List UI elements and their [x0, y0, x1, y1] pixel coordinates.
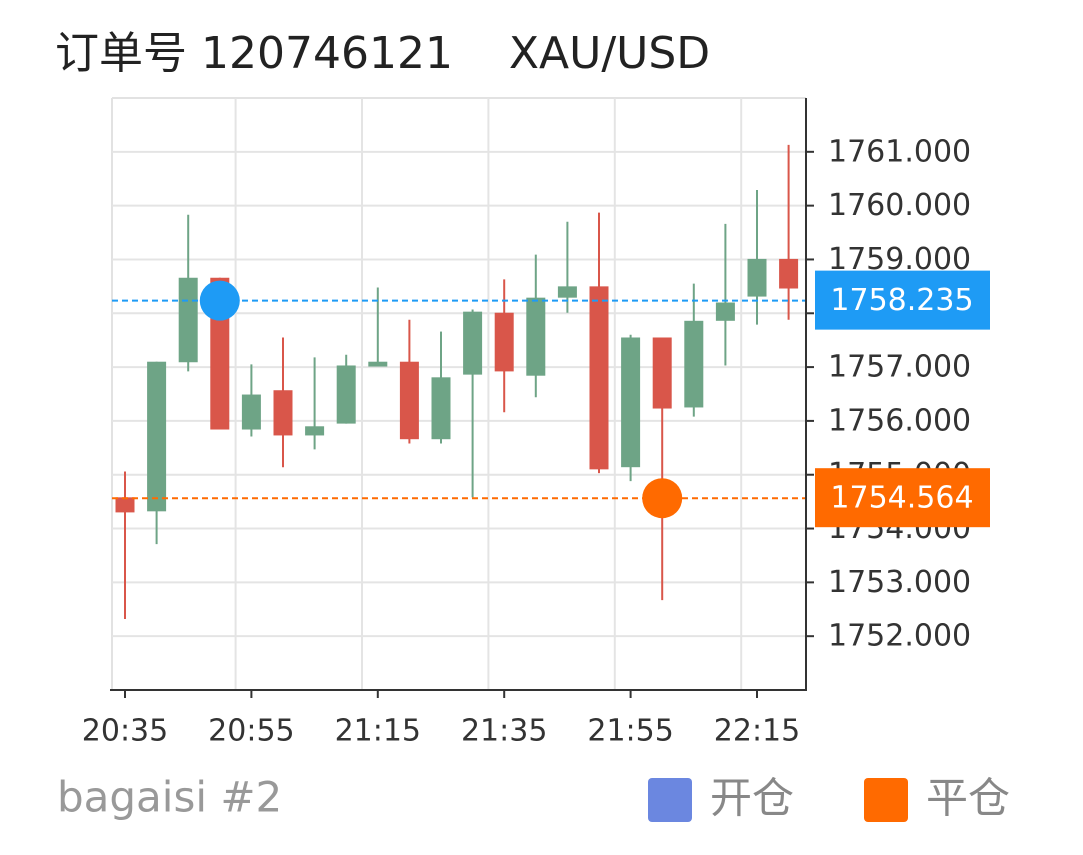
y-tick-label: 1756.000 [828, 403, 971, 438]
x-tick-label: 20:35 [82, 714, 168, 749]
trade-marker [642, 478, 683, 519]
x-tick-label: 21:15 [335, 714, 421, 749]
candle-body [494, 312, 514, 372]
legend-label: 平仓 [926, 774, 1010, 823]
y-tick-label: 1757.000 [828, 350, 971, 385]
y-tick-label: 1761.000 [828, 134, 971, 169]
y-tick-label: 1760.000 [828, 188, 971, 223]
x-tick-label: 21:35 [461, 714, 547, 749]
trade-marker [199, 280, 240, 321]
price-label-box [815, 270, 990, 330]
candle-body [463, 311, 483, 375]
price-label: 1758.235 [830, 283, 973, 318]
candle-body [747, 258, 767, 297]
candle-body [115, 497, 135, 513]
y-tick-label: 1752.000 [828, 619, 971, 654]
candle-body [526, 297, 546, 376]
candle-body [241, 394, 261, 430]
candle-body [368, 361, 388, 367]
candle-body [621, 337, 641, 468]
candle-body [557, 286, 577, 298]
x-tick-label: 20:55 [208, 714, 294, 749]
price-label-box [815, 468, 990, 528]
legend-swatch [648, 778, 692, 822]
candle-body [779, 258, 799, 289]
y-tick-label: 1753.000 [828, 565, 971, 600]
candle-body [336, 365, 356, 424]
legend-label: 开仓 [710, 774, 794, 823]
candle-body [305, 426, 325, 436]
plot [112, 144, 806, 619]
candle-body [273, 390, 293, 436]
legend-swatch [864, 778, 908, 822]
candle-body [399, 361, 419, 440]
chart-subtitle: bagaisi #2 [57, 773, 282, 822]
chart-title: 订单号 120746121 XAU/USD [55, 28, 710, 79]
price-label: 1754.564 [830, 481, 973, 516]
candle-body [178, 277, 198, 363]
candle-body [589, 286, 609, 470]
overlay: 1752.0001753.0001754.0001755.0001756.000… [82, 134, 1010, 822]
candle-body [684, 320, 704, 408]
candle-body [715, 302, 735, 321]
x-tick-label: 22:15 [714, 714, 800, 749]
candle-body [147, 361, 167, 512]
candle-body [652, 337, 672, 409]
x-tick-label: 21:55 [587, 714, 673, 749]
candle-body [431, 377, 451, 440]
